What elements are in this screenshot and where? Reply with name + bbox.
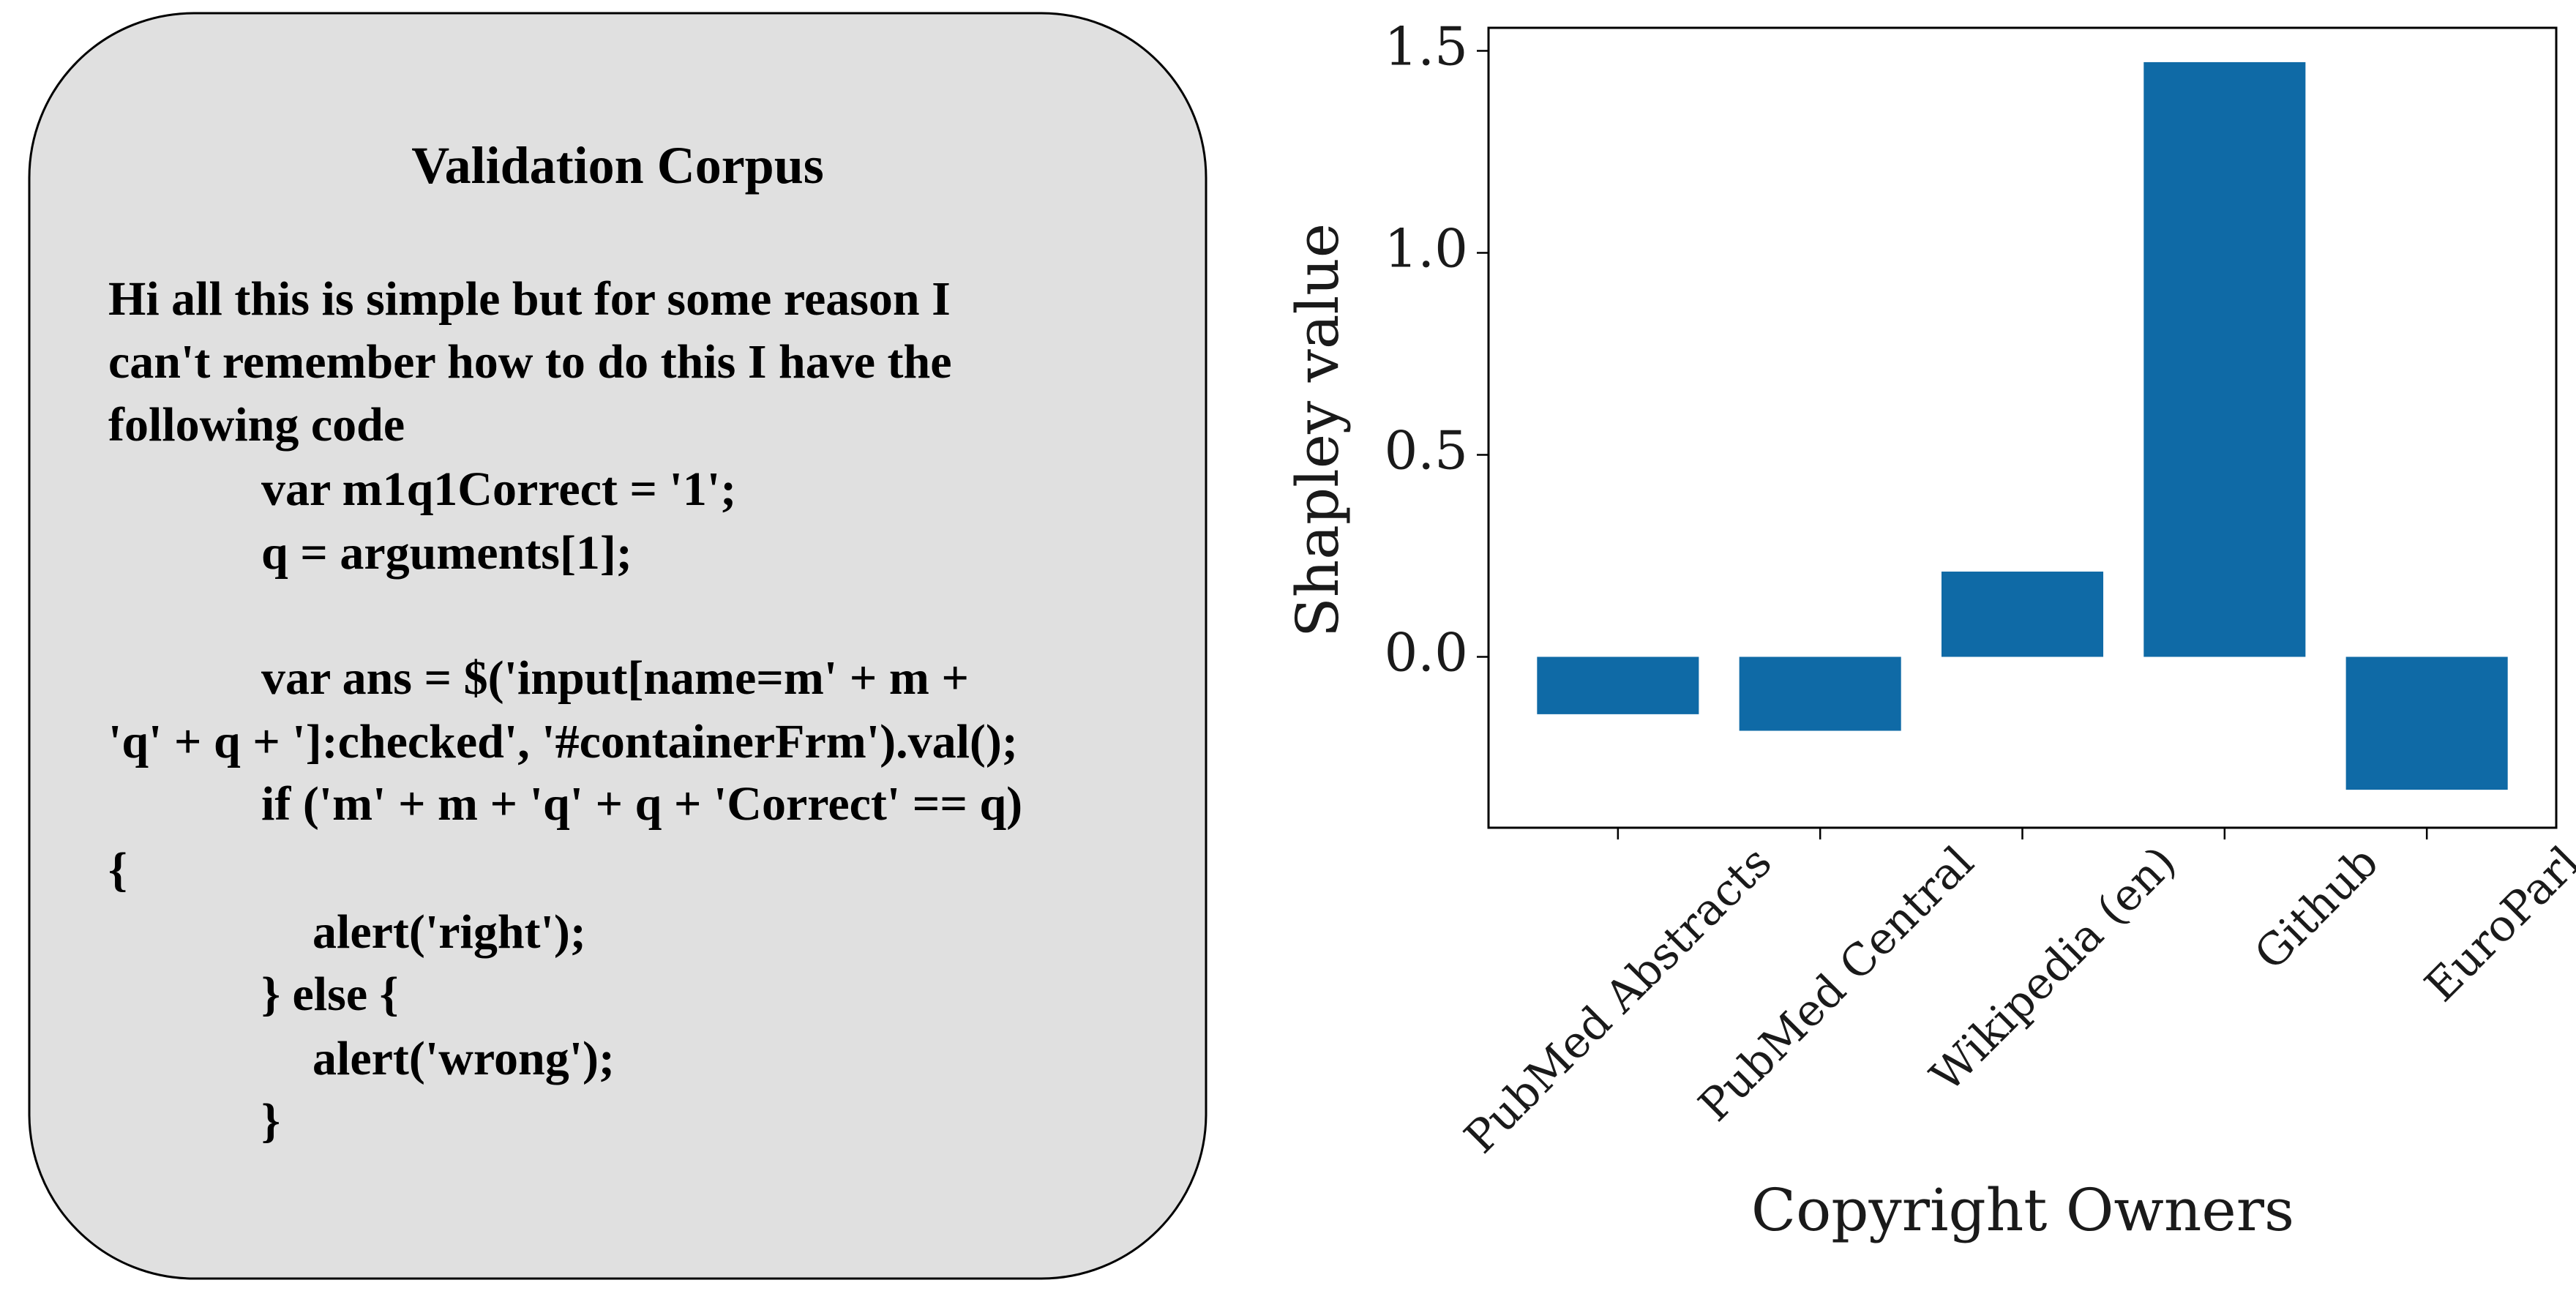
y-tick-label: 1.5 [1384,15,1468,77]
x-axis-label: Copyright Owners [1751,1176,2294,1244]
text-line: alert('right'); [312,905,586,959]
text-line: var ans = $('input[name=m' + m + [261,651,969,705]
y-axis-label: Shapley value [1284,223,1352,637]
text-line: q = arguments[1]; [261,526,632,580]
bar [1537,656,1699,714]
text-line: can't remember how to do this I have the [108,335,952,389]
text-box-title: Validation Corpus [411,136,824,195]
text-box-body: Hi all this is simple but for some reaso… [108,272,1022,1148]
y-tick-label: 0.5 [1384,419,1468,481]
plot-frame [1487,26,2558,829]
bar [2345,656,2508,790]
text-line: Hi all this is simple but for some reaso… [108,272,951,326]
chart: Shapley value Copyright Owners PubMed Ab… [1284,15,2576,1244]
text-line: alert('wrong'); [312,1032,615,1085]
text-line: following code [108,398,405,452]
y-tick-label: 0.0 [1384,621,1468,683]
text-line: var m1q1Correct = '1'; [261,463,736,516]
text-line: { [108,843,127,897]
text-line: } [261,1094,280,1148]
text-line: } else { [261,968,399,1021]
text-line: if ('m' + m + 'q' + q + 'Correct' == q) [261,777,1022,831]
y-tick-label: 1.0 [1384,217,1468,279]
bar [1739,656,1901,731]
bar [1941,572,2104,657]
text-box [28,12,1208,1280]
x-tick-label: Github [2245,837,2389,980]
x-tick-label: EuroParl [2415,837,2576,1011]
text-line: 'q' + q + ']:checked', '#containerFrm').… [108,715,1018,768]
bar [2143,61,2306,657]
